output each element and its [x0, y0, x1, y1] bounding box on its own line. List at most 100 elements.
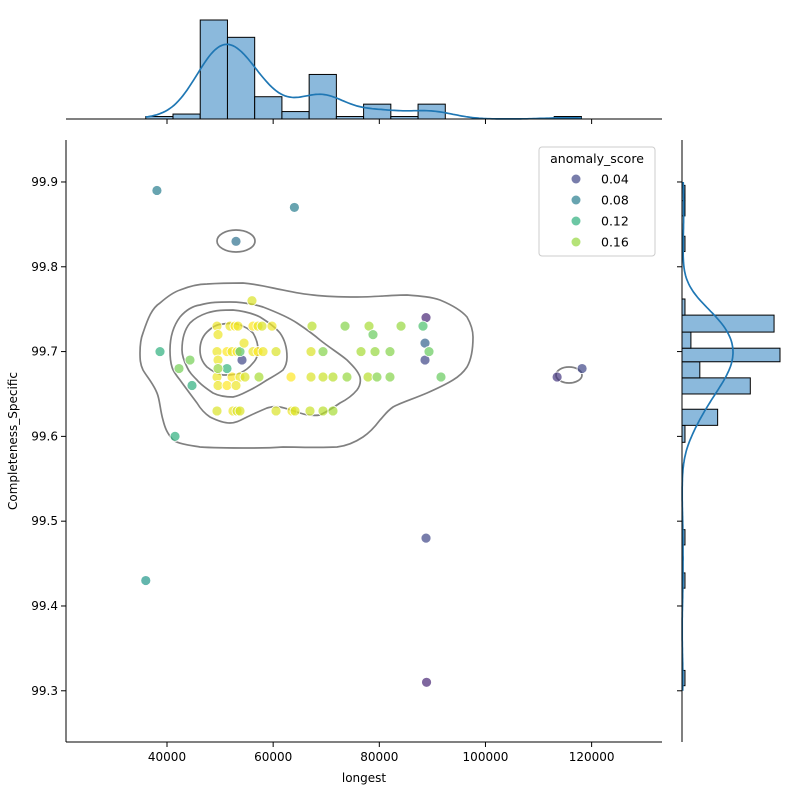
scatter-point: [371, 371, 383, 383]
scatter-point: [173, 363, 185, 374]
right-marginal-ticks: [677, 181, 682, 692]
x-tick-label: 60000: [254, 750, 292, 764]
scatter-point: [369, 346, 381, 357]
top-histogram-bar: [199, 19, 228, 120]
scatter-point: [305, 371, 317, 383]
y-tick-label: 99.8: [31, 260, 58, 274]
y-axis-label: Completeness_Specific: [6, 372, 20, 510]
scatter-point: [239, 371, 251, 383]
kde-contour-outer: [139, 282, 474, 449]
scatter-points: [140, 185, 588, 688]
scatter-point: [246, 295, 258, 307]
scatter-point: [317, 405, 329, 417]
scatter-point: [420, 532, 432, 544]
top-histogram-bar: [226, 36, 256, 120]
x-tick-label: 40000: [148, 750, 186, 764]
scatter-point: [212, 363, 224, 374]
scatter-point: [355, 346, 367, 357]
scatter-point: [169, 430, 181, 442]
legend-label: 0.12: [601, 214, 629, 229]
scatter-point: [327, 405, 339, 417]
scatter-point: [317, 346, 329, 357]
kde-contour-island-top: [216, 229, 256, 253]
legend-marker: [571, 195, 581, 205]
kde-contour-3: [181, 309, 288, 398]
right-histogram-bar: [681, 408, 719, 426]
scatter-point: [306, 320, 318, 332]
scatter-point: [212, 380, 224, 391]
scatter-point: [253, 371, 265, 383]
scatter-point: [230, 380, 242, 391]
top-histogram-bar: [172, 113, 201, 120]
scatter-point: [211, 405, 223, 417]
x-tick-label: 80000: [360, 750, 398, 764]
scatter-point: [384, 346, 396, 357]
scatter-point: [221, 380, 233, 391]
scatter-point: [270, 405, 282, 417]
legend-marker: [571, 216, 581, 226]
legend-label: 0.04: [601, 172, 629, 187]
scatter-point: [151, 185, 163, 196]
scatter-point: [221, 363, 233, 374]
scatter-point: [576, 363, 588, 374]
right-histogram-bar: [681, 361, 701, 379]
scatter-point: [417, 320, 429, 332]
main-spines: [65, 140, 662, 743]
y-tick-label: 99.9: [31, 175, 58, 189]
legend-title: anomaly_score: [550, 151, 644, 166]
right-histogram-bars: [681, 184, 781, 687]
scatter-point: [257, 346, 269, 357]
legend: anomaly_score 0.04 0.08 0.12 0.16: [538, 146, 656, 257]
x-axis-label: longest: [342, 771, 387, 785]
legend-label: 0.16: [601, 235, 629, 250]
scatter-point: [423, 346, 435, 357]
main-axes: 40000 60000 80000 100000 120000 99.3 99.4 99.5…: [6, 140, 662, 785]
scatter-point: [339, 320, 351, 332]
top-marginal-ticks: [166, 119, 593, 124]
scatter-point: [551, 371, 563, 383]
scatter-point: [186, 380, 198, 391]
x-tick-label: 120000: [569, 750, 615, 764]
legend-frame: [538, 146, 656, 257]
scatter-point: [256, 320, 268, 332]
scatter-point: [341, 371, 353, 383]
scatter-point: [421, 676, 432, 688]
scatter-point: [184, 354, 196, 366]
y-tick-label: 99.5: [31, 514, 58, 528]
kde-contours: [139, 229, 583, 449]
top-histogram-bar: [363, 103, 392, 120]
scatter-point: [230, 235, 242, 247]
scatter-point: [266, 320, 278, 332]
y-tick-label: 99.6: [31, 429, 58, 443]
x-axis-ticks: 40000 60000 80000 100000 120000: [148, 742, 615, 764]
scatter-point: [304, 405, 316, 417]
scatter-point: [154, 346, 166, 357]
right-kde-curve: [681, 181, 734, 691]
scatter-point: [238, 337, 250, 349]
legend-marker: [571, 237, 581, 247]
scatter-point: [395, 320, 407, 332]
scatter-point: [435, 371, 447, 383]
scatter-point: [212, 329, 224, 341]
y-tick-label: 99.7: [31, 345, 58, 359]
legend-marker: [571, 174, 581, 184]
y-tick-label: 99.3: [31, 684, 58, 698]
top-marginal-histogram: [66, 19, 662, 124]
scatter-point: [288, 202, 300, 213]
scatter-point: [327, 371, 339, 383]
scatter-point: [140, 575, 152, 586]
top-histogram-bar: [281, 111, 310, 120]
y-axis-ticks: 99.3 99.4 99.5 99.6 99.7 99.8 99.9: [31, 175, 66, 698]
scatter-point: [270, 346, 282, 357]
scatter-point: [232, 320, 244, 332]
x-tick-label: 100000: [463, 750, 509, 764]
scatter-point: [384, 371, 396, 383]
right-histogram-bar: [681, 331, 692, 349]
right-marginal-histogram: [677, 140, 781, 742]
scatter-point: [362, 371, 374, 383]
y-tick-label: 99.4: [31, 599, 58, 613]
right-histogram-bar: [681, 347, 781, 363]
legend-label: 0.08: [601, 193, 629, 208]
top-histogram-bars: [145, 19, 582, 120]
